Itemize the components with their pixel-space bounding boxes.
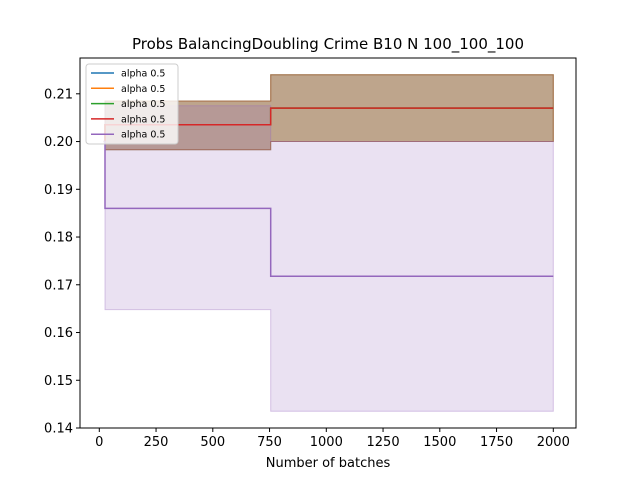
y-tick-label: 0.18 <box>44 231 73 246</box>
y-tick-label: 0.19 <box>44 183 73 198</box>
y-axis-ticks: 0.14 0.15 0.16 0.17 0.18 0.19 0.20 0.21 <box>44 87 80 437</box>
x-axis-label: Number of batches <box>266 456 391 471</box>
x-tick-label: 1750 <box>480 435 513 450</box>
legend-label-1: alpha 0.5 <box>121 69 165 80</box>
x-tick-label: 750 <box>257 435 282 450</box>
y-tick-label: 0.14 <box>44 422 73 437</box>
x-tick-label: 2000 <box>537 435 570 450</box>
legend: alpha 0.5 alpha 0.5 alpha 0.5 alpha 0.5 alph… <box>85 63 179 145</box>
x-tick-label: 1000 <box>310 435 343 450</box>
y-tick-label: 0.17 <box>44 278 73 293</box>
x-tick-label: 0 <box>95 435 103 450</box>
legend-label-4: alpha 0.5 <box>121 114 165 125</box>
y-tick-label: 0.16 <box>44 326 73 341</box>
y-tick-label: 0.21 <box>44 87 73 102</box>
x-tick-label: 1500 <box>423 435 456 450</box>
x-tick-label: 1250 <box>367 435 400 450</box>
y-tick-label: 0.20 <box>44 135 73 150</box>
chart-title: Probs BalancingDoubling Crime B10 N 100_… <box>132 35 524 54</box>
plot-frame <box>79 57 577 429</box>
x-tick-label: 500 <box>200 435 225 450</box>
legend-label-5: alpha 0.5 <box>121 130 165 141</box>
x-tick-label: 250 <box>144 435 169 450</box>
series-band-5 <box>103 105 554 412</box>
legend-label-3: alpha 0.5 <box>121 99 165 110</box>
legend-label-2: alpha 0.5 <box>121 84 165 95</box>
x-axis-ticks: 0 250 500 750 1000 1250 1500 1750 2000 <box>95 428 570 450</box>
legend-box <box>85 63 179 145</box>
y-tick-label: 0.15 <box>44 374 73 389</box>
